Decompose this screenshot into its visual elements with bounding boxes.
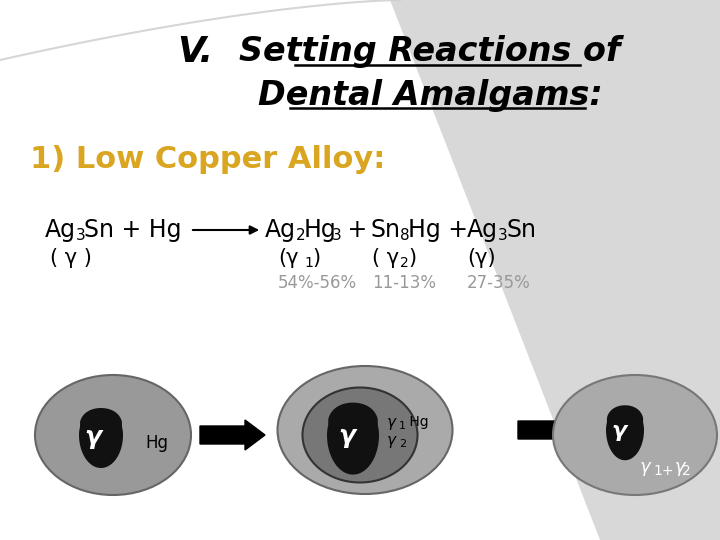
Ellipse shape: [277, 366, 452, 494]
Ellipse shape: [35, 375, 191, 495]
FancyArrow shape: [518, 415, 583, 445]
Text: ( γ: ( γ: [372, 248, 399, 268]
Text: 11-13%: 11-13%: [372, 274, 436, 292]
Text: 54%-56%: 54%-56%: [278, 274, 357, 292]
Text: Setting Reactions of: Setting Reactions of: [239, 36, 621, 69]
Polygon shape: [500, 0, 720, 540]
Text: (γ: (γ: [278, 248, 299, 268]
Text: 8: 8: [400, 228, 410, 244]
Text: 1) Low Copper Alloy:: 1) Low Copper Alloy:: [30, 145, 385, 174]
Text: Sn: Sn: [506, 218, 536, 242]
Text: Hg: Hg: [145, 434, 168, 452]
Text: γ: γ: [84, 425, 102, 449]
Text: 3: 3: [332, 228, 342, 244]
Text: Hg: Hg: [405, 415, 428, 429]
Text: γ: γ: [669, 458, 685, 476]
Text: 2: 2: [682, 464, 690, 478]
Text: 2: 2: [399, 439, 406, 449]
Text: 2: 2: [296, 228, 305, 244]
Polygon shape: [390, 0, 720, 540]
Text: +: +: [340, 218, 374, 242]
Text: V.: V.: [177, 35, 213, 69]
Text: Ag: Ag: [467, 218, 498, 242]
Text: ): ): [312, 248, 320, 268]
FancyArrow shape: [200, 420, 265, 450]
Text: 1: 1: [304, 256, 313, 270]
Text: Sn: Sn: [370, 218, 400, 242]
Text: γ: γ: [387, 433, 396, 448]
Text: Sn + Hg: Sn + Hg: [84, 218, 181, 242]
Text: 3: 3: [498, 228, 508, 244]
Text: Ag: Ag: [45, 218, 76, 242]
Polygon shape: [327, 403, 379, 475]
Ellipse shape: [302, 388, 418, 483]
Text: Ag: Ag: [265, 218, 296, 242]
Text: Hg +: Hg +: [408, 218, 475, 242]
Text: 1+: 1+: [653, 464, 673, 478]
Text: γ: γ: [640, 458, 651, 476]
Polygon shape: [79, 408, 123, 468]
Text: 1: 1: [399, 421, 406, 431]
Text: Hg: Hg: [304, 218, 337, 242]
Text: 2: 2: [400, 256, 409, 270]
Text: Dental Amalgams:: Dental Amalgams:: [258, 78, 603, 111]
Text: γ: γ: [387, 415, 396, 429]
Text: γ: γ: [338, 424, 356, 448]
Text: ( γ ): ( γ ): [50, 248, 92, 268]
Polygon shape: [606, 405, 644, 460]
Text: 3: 3: [76, 228, 86, 244]
Text: γ: γ: [611, 421, 626, 441]
Ellipse shape: [553, 375, 717, 495]
Text: ): ): [408, 248, 416, 268]
Text: (γ): (γ): [467, 248, 495, 268]
Text: 27-35%: 27-35%: [467, 274, 531, 292]
